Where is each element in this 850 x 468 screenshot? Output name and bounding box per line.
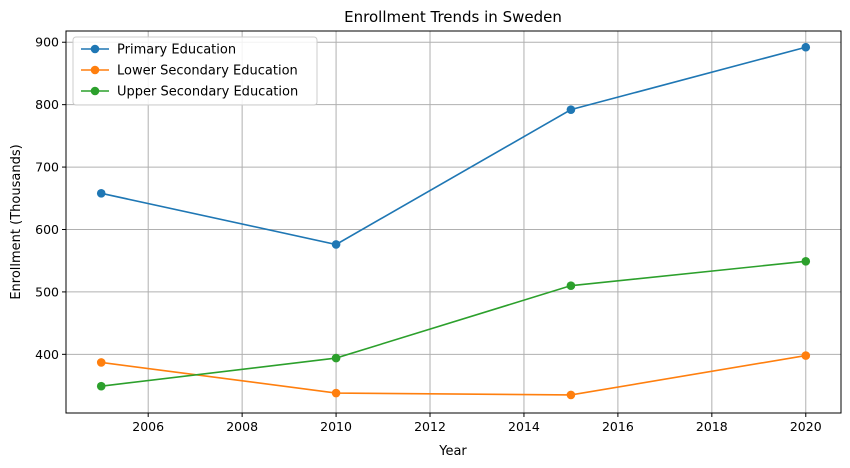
x-tick-label: 2006	[132, 419, 164, 434]
legend-marker	[90, 86, 100, 96]
series-group	[96, 42, 811, 400]
x-axis: 2006 2008 2010 2012 2014 2016 2018 2020	[132, 413, 822, 434]
legend: Primary Education Lower Secondary Educati…	[72, 36, 318, 106]
x-tick-label: 2016	[602, 419, 634, 434]
series-line-upper-secondary-education	[101, 260, 806, 387]
data-point-primary-education	[96, 188, 106, 198]
data-point-upper-secondary-education	[566, 281, 576, 290]
data-point-primary-education	[801, 42, 811, 52]
y-tick-label: 800	[35, 97, 59, 112]
data-point-primary-education	[566, 105, 576, 114]
legend-marker	[90, 65, 100, 75]
series-line-primary-education	[101, 46, 806, 246]
y-tick-label: 400	[35, 347, 59, 362]
x-tick-label: 2020	[790, 419, 822, 434]
legend-marker	[90, 44, 100, 54]
data-point-lower-secondary-education	[801, 351, 811, 360]
data-point-upper-secondary-education	[96, 381, 106, 391]
x-tick-label: 2008	[226, 419, 258, 434]
y-tick-label: 900	[35, 35, 59, 50]
y-tick-label: 500	[35, 284, 59, 299]
data-point-upper-secondary-education	[801, 257, 811, 266]
series-line-lower-secondary-education	[101, 354, 806, 396]
chart-title: Enrollment Trends in Sweden	[344, 8, 562, 26]
legend-label: Primary Education	[117, 43, 236, 58]
plot-frame	[65, 30, 842, 414]
data-point-primary-education	[331, 240, 341, 249]
x-tick-label: 2014	[508, 419, 540, 434]
y-tick-label: 700	[35, 160, 59, 175]
legend-box	[72, 36, 318, 106]
x-tick-label: 2018	[696, 419, 728, 434]
x-tick-label: 2010	[320, 419, 352, 434]
data-point-lower-secondary-education	[566, 390, 576, 400]
x-axis-title: Year	[438, 444, 467, 459]
data-point-upper-secondary-education	[331, 353, 341, 363]
y-axis-title: Enrollment (Thousands)	[9, 144, 24, 299]
legend-label: Lower Secondary Education	[117, 64, 298, 79]
grid-lines	[66, 31, 841, 413]
x-tick-label: 2012	[414, 419, 446, 434]
legend-label: Upper Secondary Education	[117, 85, 298, 100]
data-point-lower-secondary-education	[96, 358, 106, 367]
data-point-lower-secondary-education	[331, 388, 341, 398]
y-axis: 400 500 600 700 800 900	[35, 35, 66, 362]
y-tick-label: 600	[35, 222, 59, 237]
